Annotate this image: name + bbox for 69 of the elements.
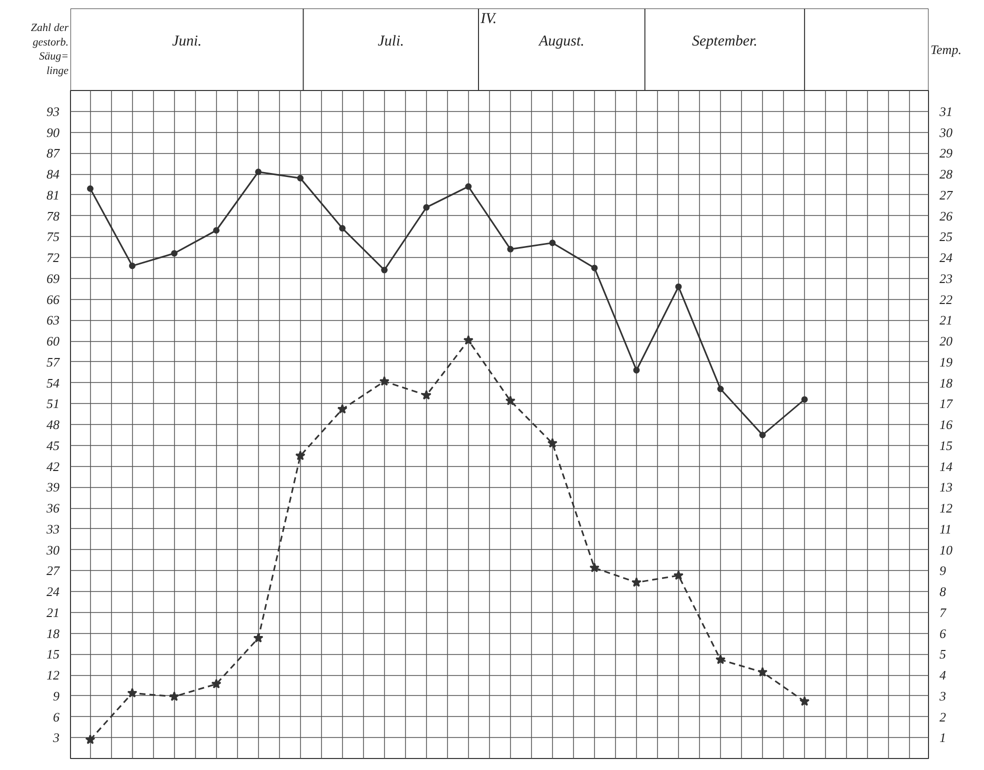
text: September. (692, 33, 758, 50)
chart-title: IV. (480, 10, 497, 27)
y2-tick-label: 23 (940, 270, 953, 286)
y-tick-label: 36 (46, 500, 60, 516)
y-tick-label: 3 (52, 730, 60, 746)
y-tick-label: 66 (46, 292, 60, 307)
y-tick-label: 57 (46, 354, 60, 370)
y2-tick-label: 4 (940, 668, 946, 682)
y-tick-label: 63 (46, 312, 60, 328)
y2-tick-label: 16 (940, 417, 953, 432)
y-tick-label: 54 (46, 375, 60, 390)
y-tick-label: 93 (46, 104, 60, 119)
y2-tick-label: 3 (938, 688, 946, 704)
y2-tick-label: 14 (940, 458, 953, 474)
y2-tick-label: 28 (940, 166, 953, 182)
y-tick-label: 24 (46, 584, 60, 599)
y2-tick-label: 25 (940, 229, 953, 244)
y-tick-label: 69 (46, 270, 60, 286)
y-tick-label: 33 (46, 521, 60, 536)
y2-tick-label: 31 (938, 104, 952, 119)
y2-tick-label: 8 (940, 584, 946, 599)
text: Juni. (172, 33, 202, 50)
y-tick-label: 30 (46, 542, 60, 558)
y-tick-label: 39 (46, 480, 60, 495)
y2-tick-label: 17 (940, 396, 953, 412)
y2-tick-label: 6 (940, 626, 946, 641)
y2-tick-label: 30 (938, 124, 953, 140)
y-tick-label: 90 (46, 124, 60, 140)
y2-tick-label: 12 (940, 500, 953, 516)
y-tick-label: 75 (46, 229, 60, 244)
y2-tick-label: 22 (940, 292, 953, 307)
y2-tick-label: 7 (940, 604, 946, 620)
y2-tick-label: 20 (940, 334, 953, 348)
y2-tick-label: 13 (940, 480, 953, 495)
y-tick-label: 42 (46, 458, 60, 474)
y2-tick-label: 11 (940, 521, 952, 536)
y-tick-label: 48 (46, 417, 60, 432)
y2-tick-label: 18 (940, 375, 953, 390)
y-tick-label: 84 (46, 166, 60, 182)
y-tick-label: 12 (46, 668, 60, 682)
y-tick-label: 51 (46, 396, 60, 412)
y-tick-label: 18 (46, 626, 60, 641)
y-axis-title: Zahl der gestorb. Säug= linge (30, 22, 70, 78)
y-tick-label: 15 (46, 646, 60, 662)
y2-tick-label: 24 (940, 250, 953, 265)
y2-tick-label: 15 (940, 438, 953, 453)
text: Juli. (378, 33, 404, 50)
y-tick-label: 27 (46, 563, 60, 578)
y2-tick-label: 1 (940, 730, 946, 746)
y2-tick-label: 5 (940, 646, 946, 662)
text: August. (538, 33, 584, 50)
y-tick-label: 72 (46, 250, 60, 265)
y2-tick-label: 10 (940, 542, 953, 558)
y2-tick-label: 27 (940, 187, 953, 202)
y2-tick-label: 19 (940, 354, 953, 370)
y-tick-label: 60 (46, 334, 60, 348)
y-tick-label: 45 (46, 438, 60, 453)
y2-tick-label: 26 (940, 208, 953, 224)
y-tick-label: 21 (46, 604, 60, 620)
y2-tick-label: 21 (940, 312, 952, 328)
y2-tick-label: 29 (940, 146, 953, 161)
y-tick-label: 87 (46, 146, 60, 161)
y-tick-label: 78 (46, 208, 60, 224)
y2-axis-title: Temp. (930, 42, 962, 57)
y-tick-label: 9 (53, 688, 60, 704)
y-tick-label: 81 (46, 187, 60, 202)
y2-tick-label: 2 (940, 709, 946, 724)
y-tick-label: 6 (53, 709, 60, 724)
y2-tick-label: 9 (940, 563, 946, 578)
